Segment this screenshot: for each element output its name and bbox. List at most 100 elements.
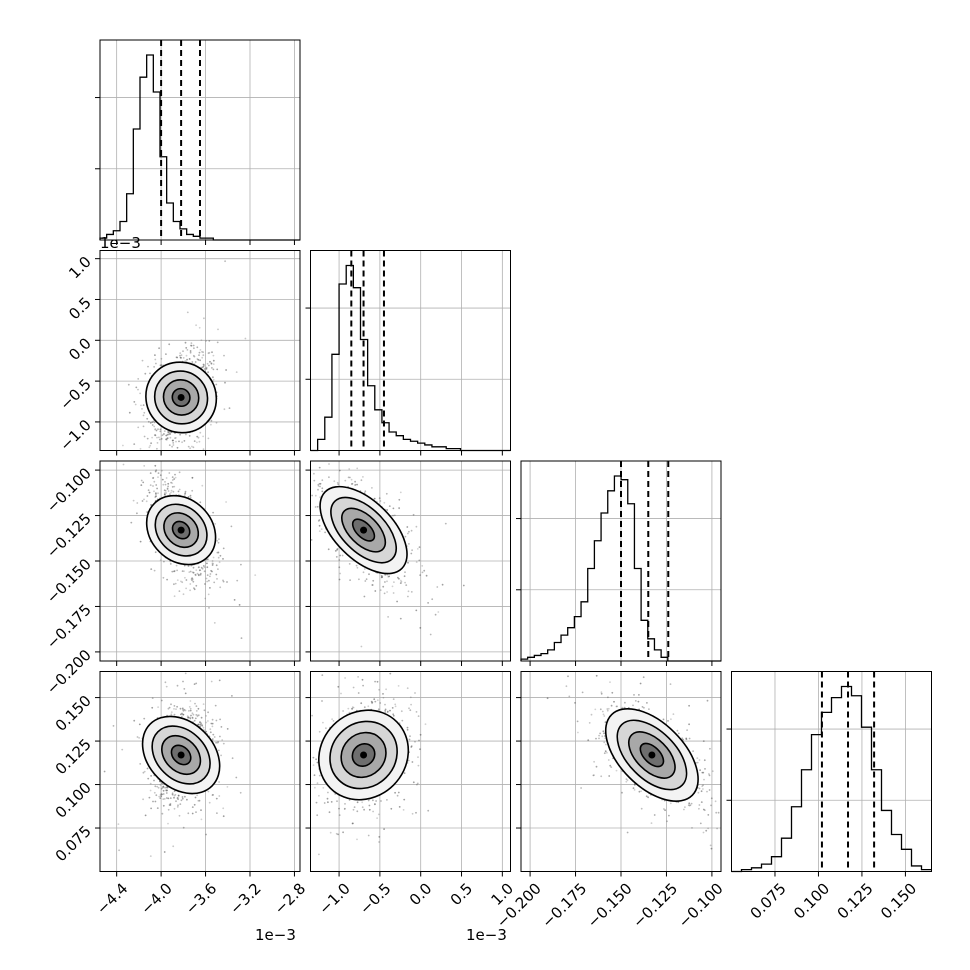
sample-point [181,796,184,798]
sample-point [132,499,135,502]
sample-point [191,476,194,479]
sample-point [425,574,428,577]
sample-point [611,691,614,694]
sample-point [149,484,152,486]
sample-point [372,799,374,802]
sample-point [208,801,211,804]
sample-point [710,797,713,800]
sample-point [144,814,147,817]
sample-point [372,810,374,813]
sample-point [156,447,158,450]
sample-point [194,361,197,363]
sample-point [172,444,175,446]
sample-point [338,469,341,472]
sample-point [176,579,179,581]
sample-point [356,566,359,569]
sample-point [404,571,406,574]
sample-point [146,417,149,420]
sample-point [707,827,709,830]
sample-point [316,782,319,784]
sample-point [368,808,371,811]
sample-point [316,761,319,764]
sample-point [392,714,395,717]
sample-point [393,514,396,517]
sample-point [179,707,182,710]
sample-point [198,326,201,329]
sample-point [398,498,401,501]
contour-line-0 [341,507,387,553]
sample-point [168,706,171,709]
sample-point [162,793,165,795]
sample-point [207,711,210,714]
sample-point [200,818,203,821]
sample-point [410,591,413,593]
sample-point [150,775,153,777]
sample-point [170,703,172,706]
sample-point [702,808,705,811]
sample-point [185,354,188,357]
sample-point [167,482,170,485]
sample-point [320,528,323,530]
sample-point [225,501,228,503]
sample-point [400,710,403,713]
sample-point [206,362,209,365]
sample-point [364,580,367,582]
sample-point [416,783,418,786]
sample-point [344,479,347,482]
sample-point [215,383,218,386]
sample-point [608,775,611,777]
sample-point [418,546,421,548]
sample-point [188,435,191,437]
sample-point [707,814,710,816]
sample-point [191,579,193,582]
sample-point [633,783,636,786]
sample-point [187,445,190,448]
sample-point [441,583,444,586]
sample-point [153,490,155,493]
sample-point [390,807,393,810]
sample-point [212,562,215,565]
sample-point [181,570,184,572]
sample-point [215,421,218,424]
sample-point [172,490,175,493]
sample-point [362,684,364,687]
sample-point [173,478,176,480]
sample-point [205,730,208,733]
sample-point [199,721,201,724]
sample-point [321,487,324,490]
sample-point [411,761,414,763]
sample-point [189,496,192,499]
sample-point [217,741,220,743]
sample-point [136,502,139,504]
sample-point [189,350,192,352]
sample-point [186,358,189,361]
sample-point [315,801,318,804]
sample-point [165,685,168,688]
sample-point [600,775,603,778]
sample-point [128,411,131,414]
sample-point [199,724,202,726]
sample-point [415,711,418,713]
contour-line-1 [151,725,211,785]
sample-point [178,590,181,592]
sample-point [161,434,164,437]
sample-point [219,586,222,589]
sample-point [167,707,170,710]
sample-point [410,529,413,532]
sample-point [210,569,213,572]
sample-point [412,513,415,516]
sample-point [318,774,321,777]
sample-point [174,437,176,439]
sample-point [212,376,214,379]
sample-point [418,559,421,562]
sample-point [154,434,157,436]
sample-point [162,786,165,788]
sample-point [386,799,388,801]
sample-point [392,507,395,510]
sample-point [159,474,162,477]
sample-point [200,809,202,811]
sample-point [393,581,395,583]
sample-point [361,801,364,804]
sample-point [210,362,213,365]
sample-point [337,483,340,486]
